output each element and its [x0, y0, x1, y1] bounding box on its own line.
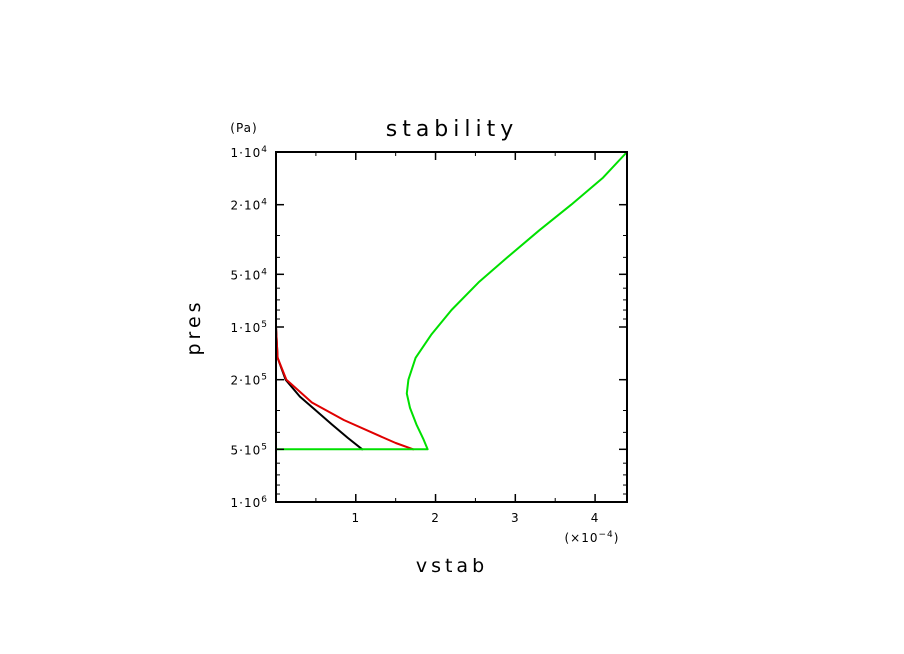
- chart-title: stability: [386, 117, 519, 142]
- y-tick-label: 2·105: [231, 373, 268, 388]
- series-line-2: [275, 151, 415, 451]
- y-tick-label: 1·106: [231, 495, 268, 510]
- y-axis-label: pres: [183, 298, 205, 355]
- y-tick-label: 5·104: [231, 267, 268, 282]
- x-tick-label: 3: [511, 511, 520, 525]
- y-tick-label: 2·104: [231, 198, 268, 213]
- y-tick-label: 1·104: [231, 145, 268, 160]
- series-line-1: [275, 151, 364, 451]
- x-multiplier-close: ): [614, 531, 620, 545]
- x-tick-label: 4: [591, 511, 600, 525]
- y-tick-label: 5·105: [231, 442, 268, 457]
- x-multiplier-base: (×10: [565, 531, 599, 545]
- series-line-3: [275, 151, 628, 503]
- plot-frame: [275, 151, 628, 503]
- ticks-layer: 1 2 3 4 1·104 2·104 5·104 1·105 2·105 5·105 1·106: [231, 145, 627, 525]
- x-axis-multiplier: (×10−4): [565, 530, 620, 545]
- y-axis-unit: (Pa): [230, 121, 257, 135]
- x-tick-label: 1: [351, 511, 360, 525]
- x-multiplier-exponent: −4: [599, 530, 614, 540]
- x-tick-label: 2: [431, 511, 440, 525]
- series-layer: [275, 151, 628, 503]
- y-tick-label: 1·105: [231, 320, 268, 335]
- x-axis-label: vstab: [416, 555, 488, 577]
